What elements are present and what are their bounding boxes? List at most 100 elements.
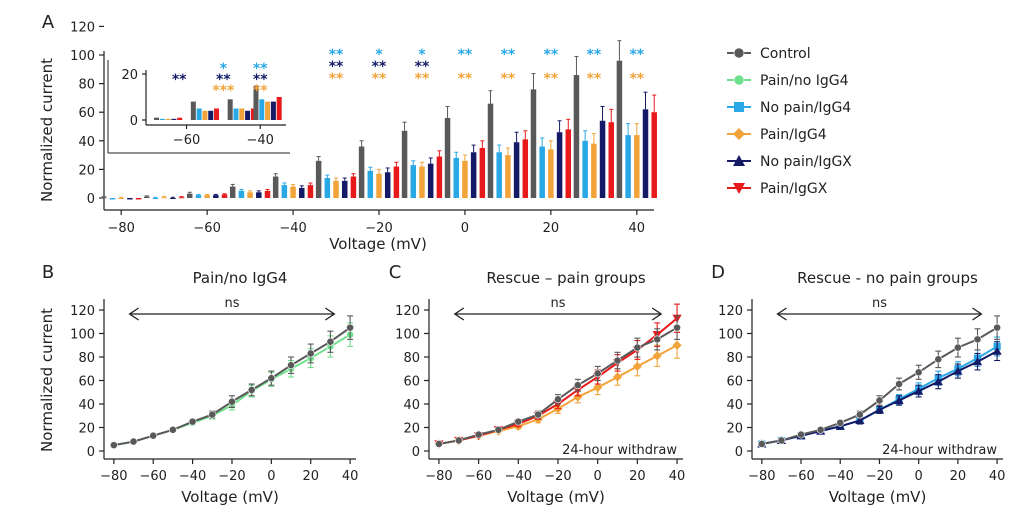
panel-a-bar <box>599 120 606 198</box>
legend-label: No pain/IgGX <box>760 154 852 170</box>
panel-d-x-tick-label: −40 <box>827 469 854 484</box>
panel-a-bar <box>299 187 305 198</box>
inset-bar <box>208 110 214 120</box>
panel-a-bar <box>642 109 649 198</box>
panel-c-title: Rescue – pain groups <box>486 269 646 287</box>
panel-a-bar <box>101 197 107 199</box>
legend-label: Pain/IgGX <box>760 181 828 197</box>
panel-c-y-tick-label: 80 <box>403 351 420 366</box>
panel-a-y-tick-label: 0 <box>87 192 95 207</box>
panel-c-data-point <box>632 361 642 371</box>
panel-a-significance-stars: ** <box>329 71 344 87</box>
panel-a-bar <box>401 130 408 198</box>
inset-bar <box>239 108 245 120</box>
inset-bar <box>202 110 208 120</box>
panel-a-bar <box>573 75 580 198</box>
panel-c-ns-label: ns <box>550 296 565 311</box>
inset-bar <box>214 108 220 120</box>
legend-marker <box>733 183 745 194</box>
panel-c-y-tick-label: 120 <box>395 304 420 319</box>
panel-a-x-tick-label: −40 <box>279 221 306 236</box>
panel-a-significance-stars: ** <box>629 47 644 63</box>
panel-b-x-tick-label: 40 <box>342 469 359 484</box>
panel-b-data-point <box>129 437 138 446</box>
panel-d-series-line <box>761 345 998 445</box>
panel-c-x-tick-label: 20 <box>629 469 646 484</box>
panel-a-bar <box>651 112 657 198</box>
panel-a-x-tick-label: −80 <box>107 221 134 236</box>
panel-d-x-axis-label: Voltage (mV) <box>829 488 927 506</box>
panel-a-bar <box>272 176 279 198</box>
panel-a-significance-stars: ** <box>415 59 430 75</box>
panel-b-y-tick-label: 60 <box>78 375 95 390</box>
panel-a-x-tick-label: −20 <box>365 221 392 236</box>
legend-label: Control <box>760 46 811 62</box>
panel-a-bar <box>419 166 425 198</box>
panel-a-bar <box>324 177 331 198</box>
panel-a-significance-stars: ** <box>329 47 344 63</box>
panel-a-bar <box>195 195 202 198</box>
panel-c-data-point <box>573 381 582 390</box>
panel-a-bar <box>238 190 245 198</box>
panel-d-data-point <box>855 410 864 419</box>
panel-a-y-tick-label: 40 <box>78 135 95 150</box>
inset-bar <box>171 118 177 120</box>
inset-significance-stars: ** <box>253 83 268 99</box>
panel-c-x-tick-label: 40 <box>669 469 686 484</box>
panel-a-bar <box>556 132 563 198</box>
panel-b-x-tick-label: 20 <box>302 469 319 484</box>
panel-d-data-point <box>875 396 884 405</box>
panel-c-ns-arrow-left <box>453 307 465 321</box>
panel-a-significance-stars: ** <box>544 47 559 63</box>
inset-significance-stars: ** <box>253 72 268 88</box>
panel-b-data-point <box>247 385 256 394</box>
panel-a-bar <box>290 186 296 198</box>
inset-bar <box>177 117 183 120</box>
panel-c-x-tick-label: −60 <box>465 469 492 484</box>
panel-a-significance-stars: ** <box>501 47 516 63</box>
panel-d-data-point <box>757 440 766 448</box>
panel-a-bar <box>384 172 391 198</box>
panel-a-bar <box>565 129 572 198</box>
panel-a-bar <box>144 196 150 198</box>
panel-b-x-tick-label: −80 <box>100 469 127 484</box>
inset-bar <box>154 117 160 120</box>
panel-a-bar <box>496 152 502 198</box>
panel-d-y-tick-label: 60 <box>726 375 743 390</box>
panel-c-data-point <box>672 340 682 350</box>
panel-b-data-point <box>149 431 158 440</box>
panel-a-bar <box>350 176 357 198</box>
panel-d-ns-label: ns <box>872 296 887 311</box>
inset-bar <box>265 101 271 120</box>
panel-a-bar <box>256 192 262 198</box>
panel-c-data-point <box>573 392 583 402</box>
panel-a-bar <box>608 122 614 198</box>
panel-d-data-point <box>933 377 943 386</box>
legend-marker <box>733 74 745 86</box>
panel-b-ns-label: ns <box>224 296 239 311</box>
panel-a-y-tick-label: 100 <box>70 49 95 64</box>
panel-a-x-tick-label: −60 <box>193 221 220 236</box>
panel-c-y-tick-label: 100 <box>395 328 420 343</box>
inset-bar <box>159 118 165 120</box>
panel-b-data-point <box>326 337 335 346</box>
panel-d-series-line <box>761 326 998 445</box>
panel-a-x-tick-label: 0 <box>461 221 469 236</box>
panel-a-bar <box>170 198 176 199</box>
panel-label-b: B <box>42 262 54 283</box>
panel-a-bar <box>264 190 271 198</box>
panel-d-x-tick-label: −20 <box>866 469 893 484</box>
panel-a-y-tick-label: 20 <box>78 163 95 178</box>
panel-label-d: D <box>711 262 725 283</box>
panel-d-y-tick-label: 20 <box>726 422 743 437</box>
panel-d-title: Rescue - no pain groups <box>797 269 978 287</box>
panel-c-x-tick-label: −40 <box>505 469 532 484</box>
panel-a-bar <box>161 197 167 199</box>
panel-d-data-point <box>934 355 943 364</box>
panel-d-data-point <box>816 425 825 434</box>
panel-a-bar <box>221 194 228 198</box>
panel-c-x-tick-label: 0 <box>594 469 602 484</box>
panel-a-bar <box>393 166 400 198</box>
panel-a-x-tick-label: 20 <box>543 221 560 236</box>
panel-a-bar <box>539 146 545 198</box>
